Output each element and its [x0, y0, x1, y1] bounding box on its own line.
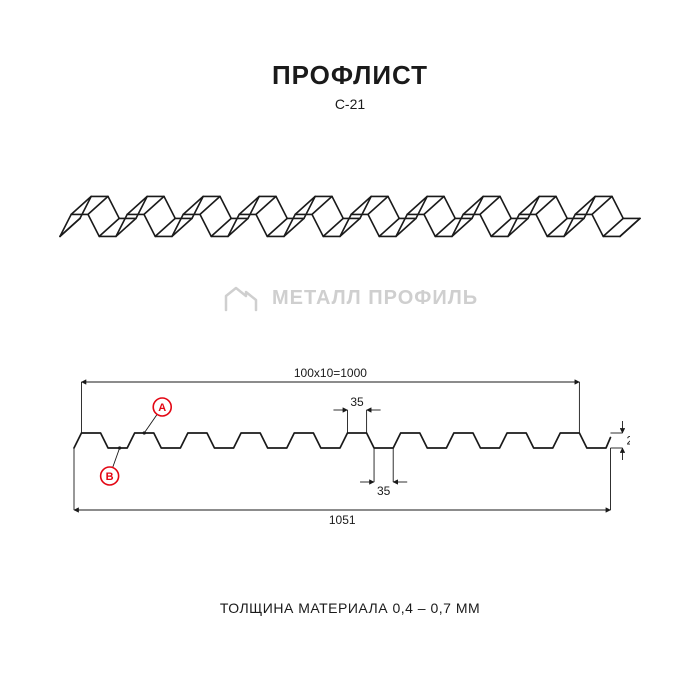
isometric-svg: [55, 150, 645, 270]
svg-text:35: 35: [350, 395, 364, 409]
svg-text:100x10=1000: 100x10=1000: [294, 366, 367, 380]
isometric-diagram: [55, 150, 645, 270]
svg-text:21: 21: [626, 434, 630, 448]
footer-text: ТОЛЩИНА МАТЕРИАЛА 0,4 – 0,7 ММ: [0, 600, 700, 616]
svg-text:35: 35: [377, 484, 391, 498]
page-title: ПРОФЛИСТ: [0, 60, 700, 91]
svg-text:1051: 1051: [329, 513, 356, 527]
technical-svg: 100x10=1000 1051 35 35 21 A B: [70, 360, 630, 530]
logo-icon: [220, 280, 262, 316]
technical-diagram: 100x10=1000 1051 35 35 21 A B: [70, 360, 630, 530]
watermark-text: МЕТАЛЛ ПРОФИЛЬ: [272, 287, 478, 310]
watermark: МЕТАЛЛ ПРОФИЛЬ: [220, 280, 478, 316]
page-subtitle: С-21: [0, 96, 700, 112]
svg-text:A: A: [158, 402, 166, 414]
svg-text:B: B: [106, 471, 114, 483]
